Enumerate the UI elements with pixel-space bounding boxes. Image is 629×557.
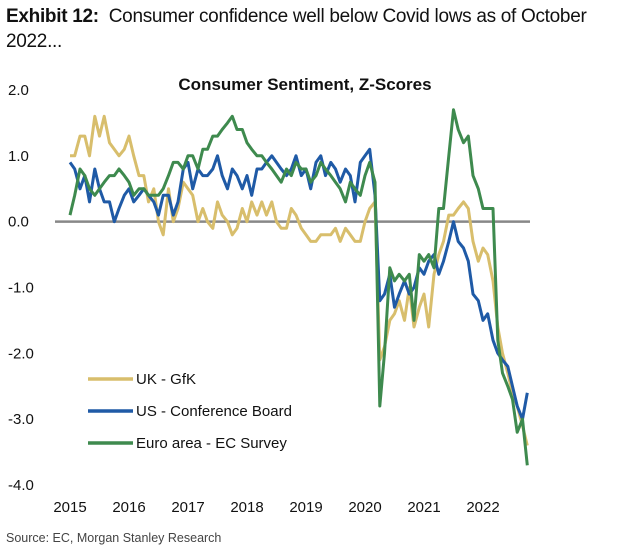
x-tick-label: 2021 — [407, 499, 440, 516]
y-tick-label: -4.0 — [8, 477, 34, 494]
x-axis: 2015 2016 2017 2018 2019 2020 2021 2022 — [53, 499, 499, 516]
source-note: Source: EC, Morgan Stanley Research — [6, 531, 222, 545]
x-tick-label: 2019 — [289, 499, 322, 516]
x-tick-label: 2015 — [53, 499, 86, 516]
exhibit-title: Consumer confidence well below Covid low… — [6, 6, 587, 52]
y-tick-label: -2.0 — [8, 345, 34, 362]
y-tick-label: -3.0 — [8, 411, 34, 428]
y-tick-label: -1.0 — [8, 280, 34, 297]
exhibit-label: Exhibit 12: — [6, 6, 99, 27]
legend-label: US - Conference Board — [136, 403, 292, 420]
legend-label: Euro area - EC Survey — [136, 435, 287, 452]
x-tick-label: 2018 — [230, 499, 263, 516]
series-line-1 — [70, 114, 529, 446]
x-tick-label: 2017 — [171, 499, 204, 516]
chart-title: Consumer Sentiment, Z-Scores — [178, 75, 431, 94]
exhibit-header: Exhibit 12: Consumer confidence well bel… — [6, 4, 626, 54]
legend-label: UK - GfK — [136, 371, 196, 388]
x-tick-label: 2016 — [112, 499, 145, 516]
y-tick-label: 0.0 — [8, 214, 29, 231]
x-tick-label: 2020 — [348, 499, 381, 516]
y-axis: 2.0 1.0 0.0 -1.0 -2.0 -3.0 -4.0 — [8, 82, 34, 494]
y-tick-label: 2.0 — [8, 82, 29, 99]
x-tick-label: 2022 — [466, 499, 499, 516]
legend: UK - GfK US - Conference Board Euro area -… — [88, 371, 292, 452]
consumer-sentiment-chart: Consumer Sentiment, Z-Scores 2.0 1.0 0.0 -1… — [8, 75, 530, 516]
y-tick-label: 1.0 — [8, 148, 29, 165]
series-lines — [68, 108, 529, 466]
series-line-3 — [68, 108, 529, 466]
